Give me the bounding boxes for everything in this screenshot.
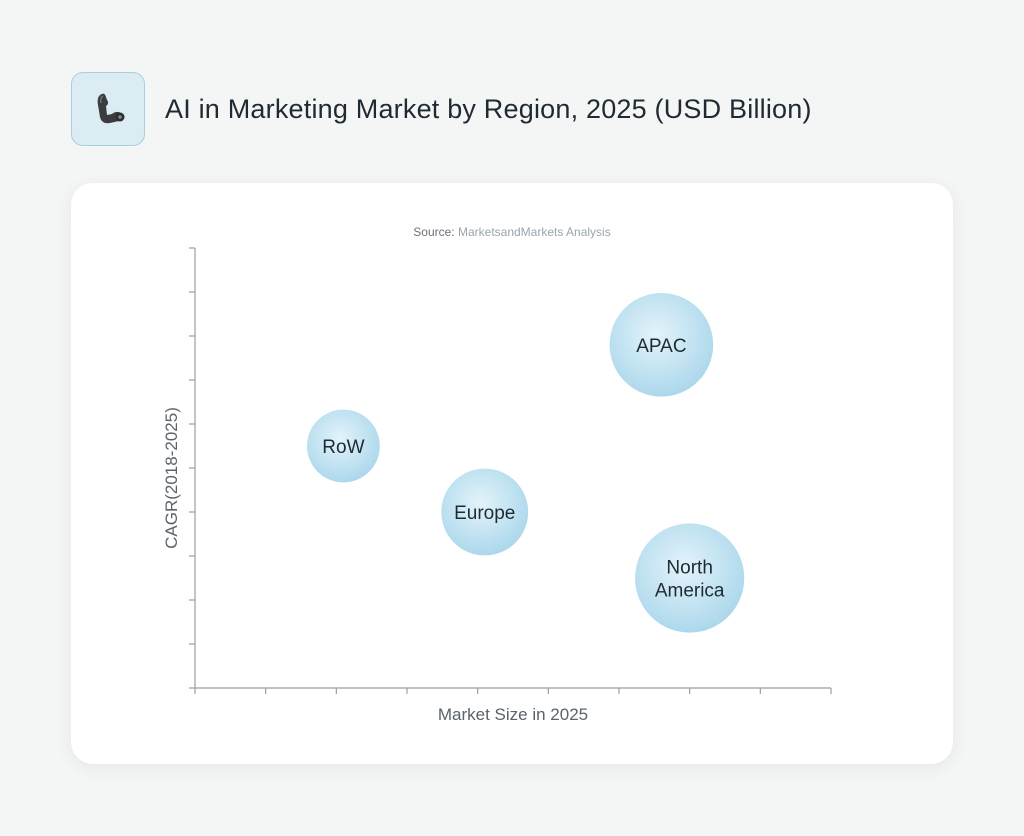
source-note: Source: MarketsandMarkets Analysis: [71, 225, 953, 239]
bubble-label-apac: APAC: [636, 336, 686, 357]
bubble-label-north-america: America: [655, 581, 725, 602]
chart-card: Source: MarketsandMarkets Analysis RoW Eu…: [71, 183, 953, 764]
bubble-label-row: RoW: [322, 437, 364, 458]
bubble-row: [307, 409, 380, 483]
page-title: AI in Marketing Market by Region, 2025 (…: [165, 93, 812, 124]
bubble-north-america: [635, 523, 745, 633]
bubble-label-europe: Europe: [454, 503, 515, 524]
bubble-apac: [609, 293, 714, 397]
y-axis-label: CAGR(2018-2025): [162, 407, 181, 549]
axes: [189, 247, 832, 694]
header: AI in Marketing Market by Region, 2025 (…: [71, 71, 812, 147]
source-prefix: Source:: [413, 225, 455, 239]
source-value: MarketsandMarkets Analysis: [457, 225, 611, 239]
flexed-arm-icon: [71, 72, 145, 146]
bubble-label-north-america: North: [666, 558, 712, 579]
x-axis-label: Market Size in 2025: [438, 705, 588, 724]
bubble-europe: [441, 468, 529, 556]
